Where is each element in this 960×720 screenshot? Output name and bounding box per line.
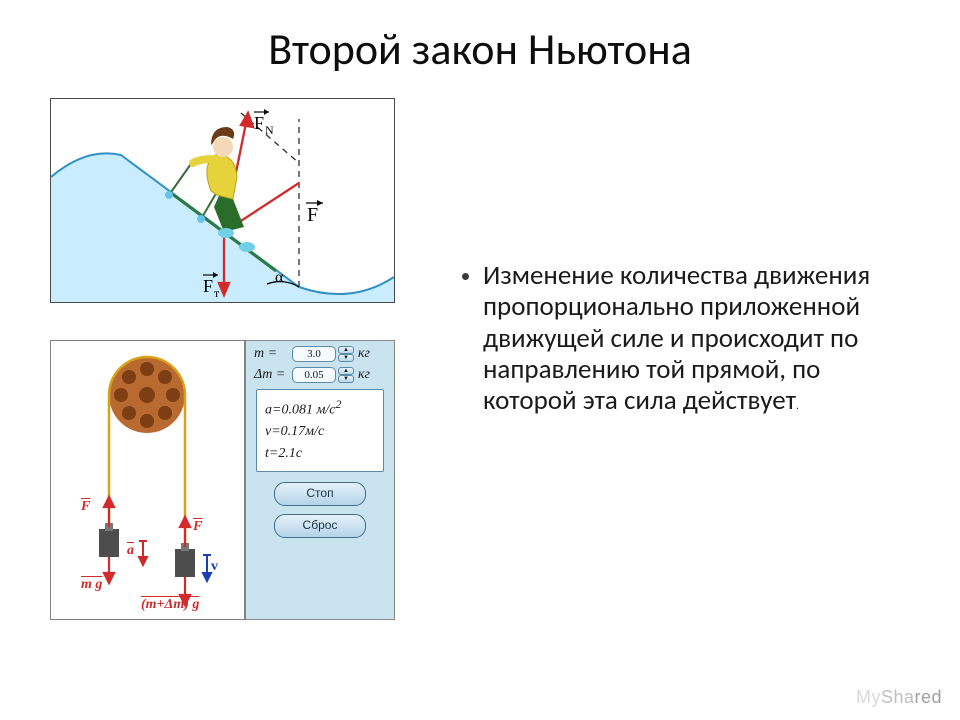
svg-text:F: F — [254, 113, 264, 133]
label-fn: F N — [254, 109, 274, 137]
watermark: MyShared — [856, 687, 942, 708]
atwood-simulation: F F m g a v (m+Δm) g m = — [50, 340, 395, 620]
stop-button[interactable]: Стоп — [274, 482, 366, 506]
readout-v: v=0.17м/с — [265, 421, 375, 443]
spin-m-down[interactable]: ▼ — [338, 354, 354, 362]
svg-text:F: F — [307, 204, 318, 226]
spin-dm-down[interactable]: ▼ — [338, 375, 354, 383]
input-row-dm: Δm = 0.05 ▲ ▼ кг — [246, 362, 394, 383]
svg-text:т: т — [214, 286, 220, 300]
svg-text:N: N — [265, 123, 274, 137]
input-dm-value[interactable]: 0.05 — [292, 367, 336, 383]
readout-a: a=0.081 м/с2 — [265, 396, 375, 421]
label-mdm-g: (m+Δm) g — [141, 597, 199, 613]
input-row-m: m = 3.0 ▲ ▼ кг — [246, 341, 394, 362]
weight-left — [104, 557, 114, 583]
angle-label: α — [275, 269, 284, 286]
reset-button[interactable]: Сброс — [274, 514, 366, 538]
label-a: a — [127, 543, 134, 558]
atwood-control-panel: m = 3.0 ▲ ▼ кг Δm = 0.05 ▲ ▼ — [245, 340, 395, 620]
tension-right — [180, 517, 190, 547]
pole-basket-l — [165, 191, 173, 199]
pulley-hub — [139, 387, 155, 403]
slide-title: Второй закон Ньютона — [0, 22, 960, 76]
spin-dm-up[interactable]: ▲ — [338, 367, 354, 375]
bullet-1: Изменение количества движения пропорцион… — [483, 260, 905, 417]
atwood-canvas: F F m g a v (m+Δm) g — [50, 340, 245, 620]
mass-right — [175, 549, 195, 577]
readout-t: t=2.1с — [265, 443, 375, 465]
label-v: v — [211, 559, 218, 574]
input-m-value[interactable]: 3.0 — [292, 346, 336, 362]
body-text: Изменение количества движения пропорцион… — [455, 260, 905, 417]
accel-arrow — [139, 541, 147, 565]
unit-dm: кг — [358, 367, 378, 383]
label-mg: m g — [81, 577, 102, 592]
label-F-left: F — [81, 499, 90, 514]
velocity-arrow — [203, 555, 211, 581]
unit-m: кг — [358, 346, 378, 362]
svg-text:F: F — [203, 276, 213, 296]
label-f: F — [306, 200, 323, 226]
pole-basket-r — [197, 215, 205, 223]
tension-left — [104, 497, 114, 527]
spin-m-up[interactable]: ▲ — [338, 346, 354, 354]
mass-left — [99, 529, 119, 557]
label-m: m = — [254, 346, 288, 362]
skier-force-diagram: α F N — [50, 98, 395, 303]
readout-box: a=0.081 м/с2 v=0.17м/с t=2.1с — [256, 389, 384, 472]
label-F-right: F — [193, 519, 202, 534]
label-dm: Δm = — [254, 367, 288, 383]
